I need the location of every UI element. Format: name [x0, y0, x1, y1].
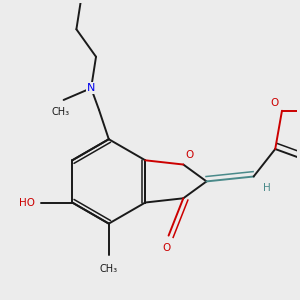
- Text: CH₃: CH₃: [52, 107, 70, 117]
- Text: H: H: [263, 183, 271, 193]
- Text: CH₃: CH₃: [100, 264, 118, 274]
- Text: O: O: [163, 243, 171, 253]
- Text: N: N: [87, 83, 95, 93]
- Text: O: O: [185, 150, 193, 160]
- Text: HO: HO: [19, 197, 35, 208]
- Text: O: O: [270, 98, 278, 108]
